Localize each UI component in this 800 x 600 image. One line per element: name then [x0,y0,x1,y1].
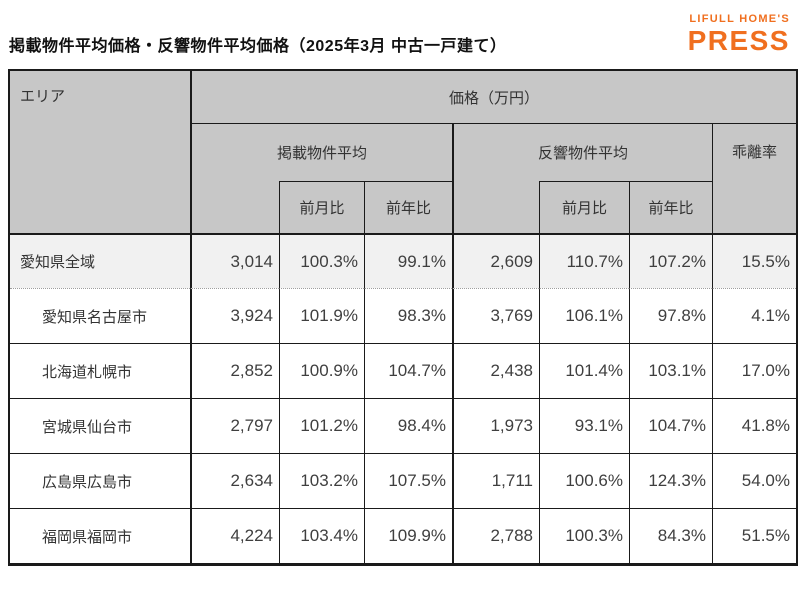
logo-press-text: PRESS [687,25,790,56]
header-price-unit: 価格（万円） [190,71,796,123]
row-deviation-rate: 54.0% [712,453,796,508]
row-listed-mom: 100.9% [279,343,364,398]
row-response-yoy: 124.3% [629,453,712,508]
header-listed-average: 掲載物件平均 [190,123,452,181]
row-area-name: 福岡県福岡市 [10,508,190,563]
row-area-name: 愛知県名古屋市 [10,288,190,343]
row-response-yoy: 104.7% [629,398,712,453]
row-listed-price: 3,014 [190,233,279,288]
row-deviation-rate: 15.5% [712,233,796,288]
price-data-table: エリア 価格（万円） 掲載物件平均 反響物件平均 乖離率 前月比 前年比 前月比… [8,69,798,566]
row-response-yoy: 107.2% [629,233,712,288]
row-listed-yoy: 98.3% [364,288,452,343]
row-listed-mom: 103.2% [279,453,364,508]
row-deviation-rate: 41.8% [712,398,796,453]
row-listed-price: 2,797 [190,398,279,453]
row-response-price: 1,711 [452,453,539,508]
row-response-mom: 93.1% [539,398,629,453]
row-area-name: 愛知県全域 [10,233,190,288]
header-area: エリア [10,71,190,233]
row-response-yoy: 84.3% [629,508,712,563]
header-response-mom: 前月比 [539,181,629,233]
row-response-yoy: 97.8% [629,288,712,343]
header-response-yoy: 前年比 [629,181,712,233]
row-listed-price: 2,852 [190,343,279,398]
header-listed-value-spacer [190,181,279,233]
row-area-name: 北海道札幌市 [10,343,190,398]
header-response-value-spacer [452,181,539,233]
row-listed-price: 2,634 [190,453,279,508]
row-response-mom: 100.3% [539,508,629,563]
logo-brand-text: LIFULL HOME'S [689,13,790,25]
row-listed-price: 4,224 [190,508,279,563]
row-deviation-rate: 17.0% [712,343,796,398]
row-listed-mom: 100.3% [279,233,364,288]
row-response-mom: 100.6% [539,453,629,508]
row-listed-yoy: 104.7% [364,343,452,398]
lifull-homes-press-logo: LIFULL HOME'S PRESS [688,14,790,55]
row-response-price: 2,438 [452,343,539,398]
row-response-mom: 101.4% [539,343,629,398]
page-title: 掲載物件平均価格・反響物件平均価格（2025年3月 中古一戸建て） [9,38,507,55]
header-deviation-rate: 乖離率 [712,123,796,233]
row-area-name: 宮城県仙台市 [10,398,190,453]
row-response-yoy: 103.1% [629,343,712,398]
row-deviation-rate: 51.5% [712,508,796,563]
row-listed-yoy: 98.4% [364,398,452,453]
row-area-name: 広島県広島市 [10,453,190,508]
row-listed-yoy: 109.9% [364,508,452,563]
row-response-price: 2,609 [452,233,539,288]
row-response-mom: 110.7% [539,233,629,288]
row-response-price: 3,769 [452,288,539,343]
row-response-price: 1,973 [452,398,539,453]
header-response-average: 反響物件平均 [452,123,712,181]
row-listed-mom: 103.4% [279,508,364,563]
row-listed-yoy: 99.1% [364,233,452,288]
header-listed-yoy: 前年比 [364,181,452,233]
row-listed-yoy: 107.5% [364,453,452,508]
row-deviation-rate: 4.1% [712,288,796,343]
row-listed-price: 3,924 [190,288,279,343]
header-listed-mom: 前月比 [279,181,364,233]
row-response-mom: 106.1% [539,288,629,343]
row-response-price: 2,788 [452,508,539,563]
row-listed-mom: 101.9% [279,288,364,343]
row-listed-mom: 101.2% [279,398,364,453]
